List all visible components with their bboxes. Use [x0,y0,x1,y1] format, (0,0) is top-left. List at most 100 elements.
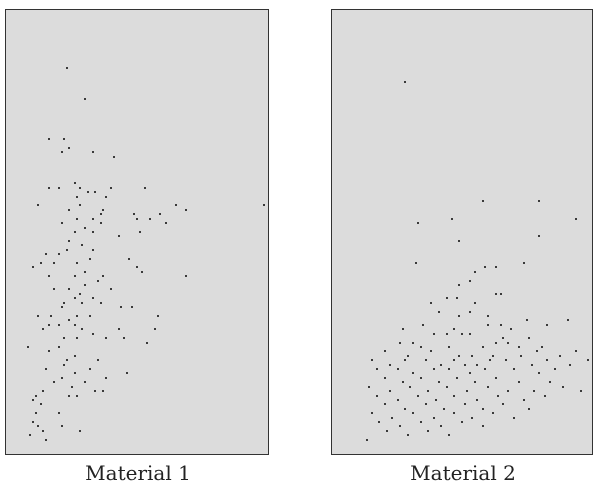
scatter-point [402,328,404,330]
scatter-point [105,377,107,379]
scatter-point [487,386,489,388]
scatter-point [536,350,538,352]
scatter-point [528,337,530,339]
scatter-point [513,417,515,419]
scatter-point [482,425,484,427]
scatter-point [102,390,104,392]
scatter-point [53,262,55,264]
scatter-point [433,368,435,370]
scatter-point [371,359,373,361]
scatter-point [68,240,70,242]
scatter-point [518,346,520,348]
scatter-point [45,368,47,370]
scatter-point [427,390,429,392]
scatter-point [443,408,445,410]
scatter-point [464,403,466,405]
scatter-point [476,364,478,366]
scatter-point [389,364,391,366]
scatter-point [446,386,448,388]
scatter-point [531,364,533,366]
scatter-point [412,412,414,414]
scatter-point [404,359,406,361]
scatter-point [76,315,78,317]
scatter-point [528,408,530,410]
scatter-point [458,284,460,286]
scatter-point [409,386,411,388]
scatter-point [544,395,546,397]
scatter-point [105,196,107,198]
scatter-point [422,324,424,326]
scatter-point [63,302,65,304]
scatter-point [84,284,86,286]
scatter-point [433,417,435,419]
scatter-point [420,346,422,348]
scatter-point [74,297,76,299]
scatter-point [89,258,91,260]
scatter-point [144,187,146,189]
scatter-point [417,395,419,397]
scatter-point [507,342,509,344]
scatter-point [456,297,458,299]
scatter-point [79,293,81,295]
scatter-point [417,222,419,224]
scatter-point [466,390,468,392]
scatter-point [407,355,409,357]
scatter-point [510,328,512,330]
scatter-point [492,412,494,414]
scatter-point [404,81,406,83]
scatter-point [435,399,437,401]
scatter-point [126,372,128,374]
scatter-point [407,434,409,436]
scatter-point [500,324,502,326]
scatter-point [92,151,94,153]
scatter-point [32,266,34,268]
scatter-point [541,346,543,348]
scatter-point [48,275,50,277]
scatter-point [84,381,86,383]
scatter-point [520,355,522,357]
scatter-point [185,275,187,277]
scatter-point [110,288,112,290]
scatter-point [440,364,442,366]
scatter-point [105,337,107,339]
scatter-point [404,408,406,410]
scatter-point [131,306,133,308]
scatter-point [430,302,432,304]
scatter-point [469,372,471,374]
scatter-point [146,342,148,344]
scatter-point [366,439,368,441]
scatter-point [48,138,50,140]
scatter-point [92,333,94,335]
scatter-point [79,187,81,189]
scatter-point [165,222,167,224]
scatter-point [100,222,102,224]
scatter-point [42,430,44,432]
scatter-point [61,151,63,153]
scatter-point [40,262,42,264]
scatter-point [58,412,60,414]
scatter-point [458,315,460,317]
scatter-point [425,403,427,405]
scatter-point [149,218,151,220]
scatter-point [79,204,81,206]
scatter-point [412,372,414,374]
scatter-point [61,377,63,379]
scatter-point [446,297,448,299]
scatter-point [495,342,497,344]
scatter-point [66,67,68,69]
scatter-point [66,359,68,361]
scatter-point [175,204,177,206]
scatter-point [133,213,135,215]
scatter-point [474,381,476,383]
scatter-point [37,315,39,317]
scatter-point [420,377,422,379]
scatter-point [110,187,112,189]
scatter-point [76,218,78,220]
scatter-point [502,403,504,405]
scatter-point [484,266,486,268]
scatter-point [50,315,52,317]
scatter-point [489,359,491,361]
scatter-point [74,182,76,184]
scatter-point [412,342,414,344]
scatter-point [384,377,386,379]
